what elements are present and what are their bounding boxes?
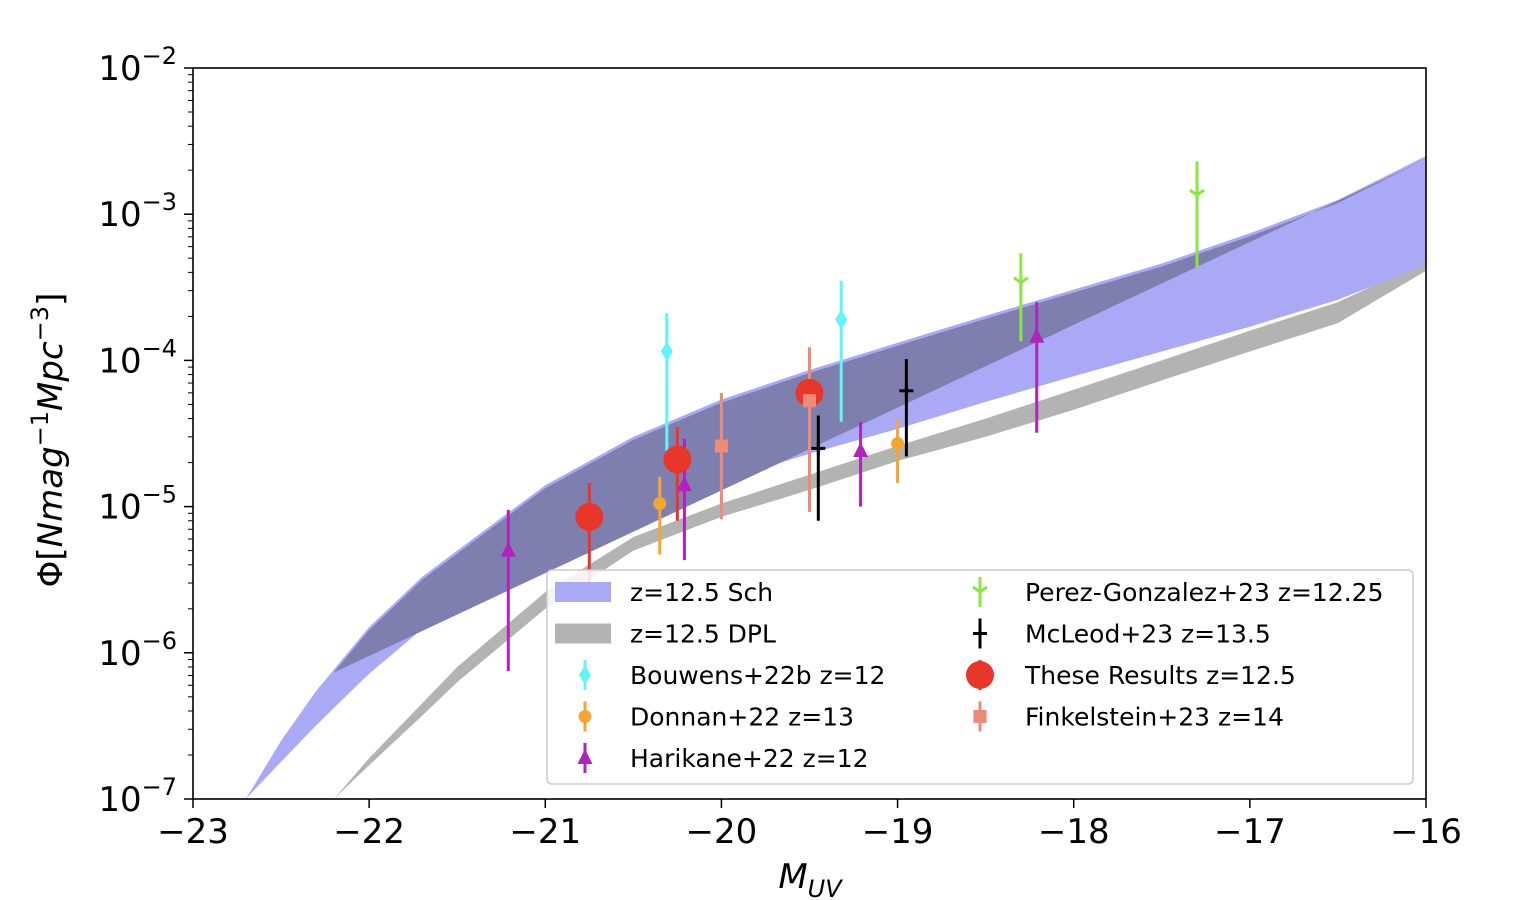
- legend-marker: [972, 585, 988, 601]
- plot-frame: [192, 67, 1427, 800]
- y-tick-exp: −3: [142, 188, 177, 216]
- point-bouwens-22b-z-12-1: [835, 309, 848, 330]
- y-tick-label: 10−3: [98, 188, 177, 235]
- legend-item-finkelstein-23-z-14: Finkelstein+23 z=14: [973, 701, 1284, 732]
- legend-label: z=12.5 Sch: [630, 578, 773, 607]
- y-tick-label: 10−5: [98, 481, 177, 528]
- legend-label: Finkelstein+23 z=14: [1025, 703, 1284, 732]
- y-tick-exp: −7: [142, 773, 177, 801]
- y-tick-base: 10: [98, 488, 141, 528]
- legend-marker: [579, 665, 591, 685]
- x-axis-ticks: −23 −22 −21 −20 −19 −18 −17 −16: [157, 799, 1462, 852]
- point-perez-gonzalez-23-z-12-25-1: [1189, 188, 1205, 205]
- legend-label: These Results z=12.5: [1024, 661, 1296, 690]
- y-label-nmag: Nmag: [31, 446, 71, 547]
- x-tick-label: −23: [157, 812, 229, 852]
- legend-item-donnan-22-z-13: Donnan+22 z=13: [578, 701, 854, 732]
- legend-marker: [578, 710, 592, 723]
- y-label-phi: Φ[: [31, 547, 71, 587]
- legend-marker: [973, 626, 987, 641]
- y-tick-base: 10: [98, 341, 141, 381]
- point-mcleod-23-z-13-5-1: [899, 383, 914, 398]
- point-harikane-22-z-12-0: [500, 541, 516, 557]
- point-donnan-22-z-13-0: [653, 497, 667, 511]
- y-axis-ticks: 10−710−610−510−410−310−2: [98, 42, 193, 820]
- x-tick-label: −17: [1214, 812, 1286, 852]
- point-finkelstein-23-z-14-1: [803, 394, 816, 408]
- y-tick-exp: −2: [142, 42, 177, 70]
- band-z-12-5-dpl: [333, 260, 1426, 799]
- data-errorbars: [506, 161, 1199, 672]
- point-these-results-z-12-5-2: [795, 378, 824, 407]
- y-tick-base: 10: [98, 195, 141, 235]
- legend-swatch: [555, 623, 611, 644]
- legend-marker: [966, 661, 994, 689]
- point-harikane-22-z-12-1: [676, 476, 692, 492]
- y-tick-exp: −4: [142, 334, 177, 362]
- legend-label: Harikane+22 z=12: [630, 744, 869, 773]
- legend: z=12.5 Sch z=12.5 DPL Bouwens+22b z=12 Donn…: [546, 569, 1414, 785]
- y-label-exp2: −3: [26, 306, 54, 341]
- legend-item-z-12-5-dpl: z=12.5 DPL: [555, 620, 776, 649]
- point-harikane-22-z-12-2: [853, 442, 869, 458]
- y-tick-exp: −5: [142, 481, 177, 509]
- y-tick-label: 10−7: [98, 773, 177, 820]
- y-label-mpc: Mpc: [31, 341, 71, 411]
- x-axis-label-main: M: [778, 857, 807, 897]
- legend-swatch: [555, 582, 611, 602]
- legend-item-bouwens-22b-z-12: Bouwens+22b z=12: [579, 660, 885, 690]
- y-tick-base: 10: [98, 634, 141, 674]
- y-tick-label: 10−4: [98, 334, 177, 381]
- point-harikane-22-z-12-3: [1029, 327, 1045, 343]
- point-bouwens-22b-z-12-0: [660, 341, 673, 362]
- model-bands: [245, 156, 1426, 799]
- x-tick-label: −16: [1390, 812, 1462, 852]
- legend-item-these-results-z-12-5: These Results z=12.5: [966, 660, 1296, 690]
- band-z-12-5-sch: [245, 156, 1426, 799]
- point-mcleod-23-z-13-5-0: [811, 441, 826, 456]
- y-tick-label: 10−6: [98, 627, 177, 674]
- legend-marker: [577, 749, 593, 764]
- legend-label: Donnan+22 z=13: [630, 703, 854, 732]
- legend-label: Bouwens+22b z=12: [630, 661, 885, 690]
- x-axis-label-sub: UV: [808, 875, 844, 900]
- y-tick-base: 10: [98, 780, 141, 820]
- x-axis-label: MUV: [778, 857, 843, 900]
- legend-label: McLeod+23 z=13.5: [1025, 620, 1271, 649]
- band-overlap: [333, 163, 1418, 673]
- x-tick-label: −22: [333, 812, 405, 852]
- x-tick-label: −20: [686, 812, 758, 852]
- legend-item-z-12-5-sch: z=12.5 Sch: [555, 578, 773, 607]
- legend-item-mcleod-23-z-13-5: McLeod+23 z=13.5: [973, 618, 1271, 649]
- x-tick-label: −18: [1038, 812, 1110, 852]
- point-these-results-z-12-5-1: [663, 445, 692, 474]
- y-tick-exp: −6: [142, 627, 177, 655]
- y-tick-label: 10−2: [98, 42, 177, 89]
- y-label-close: ]: [31, 293, 71, 306]
- legend-label: Perez-Gonzalez+23 z=12.25: [1025, 578, 1383, 607]
- x-tick-label: −21: [509, 812, 581, 852]
- x-tick-label: −19: [862, 812, 934, 852]
- point-perez-gonzalez-23-z-12-25-0: [1012, 276, 1029, 292]
- legend-marker: [973, 710, 987, 723]
- y-label-exp1: −1: [26, 411, 54, 446]
- legend-item-perez-gonzalez-23-z-12-25: Perez-Gonzalez+23 z=12.25: [972, 577, 1383, 607]
- legend-item-harikane-22-z-12: Harikane+22 z=12: [577, 743, 869, 773]
- point-these-results-z-12-5-0: [575, 502, 604, 531]
- y-tick-base: 10: [98, 49, 141, 89]
- data-markers: [500, 188, 1205, 557]
- point-donnan-22-z-13-1: [891, 437, 905, 451]
- point-finkelstein-23-z-14-0: [714, 439, 728, 453]
- y-axis-label: Φ[Nmag−1Mpc−3]: [26, 293, 71, 588]
- legend-label: z=12.5 DPL: [630, 620, 776, 649]
